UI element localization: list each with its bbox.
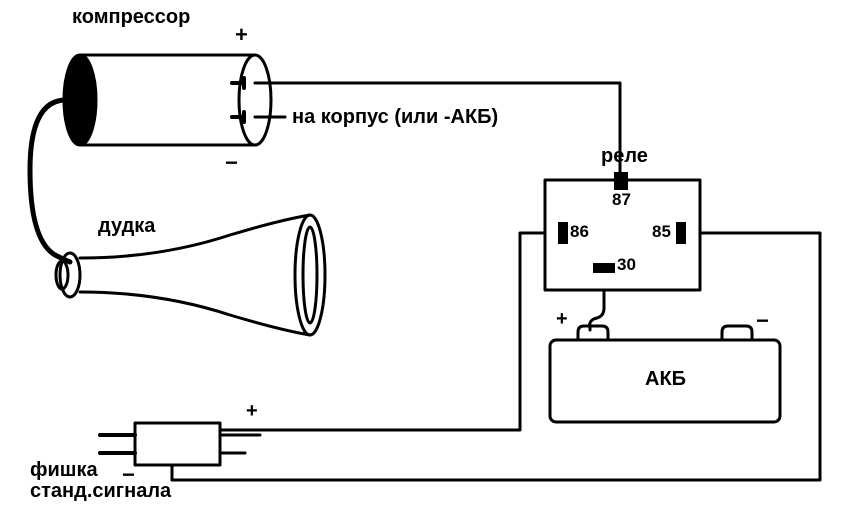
label-batt-plus: + [556, 308, 568, 331]
label-batt-minus: − [756, 308, 769, 334]
wire-relay30-batt [590, 290, 604, 330]
label-pin85: 85 [652, 222, 671, 242]
label-fishka-plus: + [246, 400, 258, 423]
label-pin86: 86 [570, 222, 589, 242]
label-comp-plus: + [235, 22, 248, 48]
wiring-diagram [0, 0, 868, 506]
label-to-body: на корпус (или -АКБ) [292, 106, 498, 129]
label-stand: станд.сигнала [30, 480, 171, 503]
label-comp-minus: − [225, 150, 238, 176]
label-batt: АКБ [645, 368, 686, 391]
wire-comp-to-relay [255, 83, 620, 178]
label-horn: дудка [98, 215, 155, 238]
wire-relay85 [172, 233, 820, 480]
compressor-shape [64, 55, 271, 145]
plug-shape [100, 423, 220, 465]
label-compressor: компрессор [72, 6, 190, 29]
label-pin30: 30 [617, 255, 636, 275]
hose [30, 100, 70, 262]
label-relay: реле [601, 145, 648, 168]
horn-shape [56, 215, 325, 335]
label-fishka: фишка [30, 459, 98, 482]
wire-relay86-out [220, 233, 545, 430]
label-pin87: 87 [612, 190, 631, 210]
